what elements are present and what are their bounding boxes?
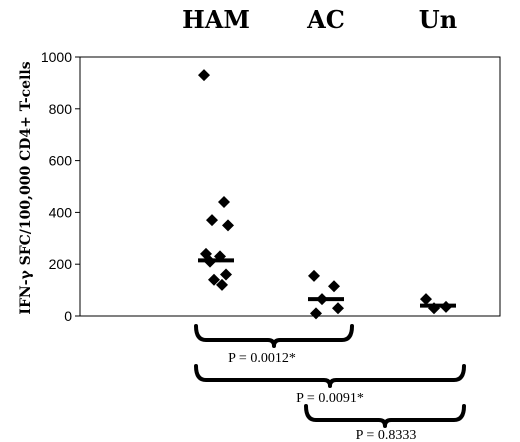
data-point-ham [216, 278, 228, 291]
category-label-un: Un [419, 5, 457, 34]
y-tick-label: 0 [64, 308, 72, 324]
y-tick-label: 800 [49, 101, 73, 117]
category-label-ac: AC [306, 5, 345, 34]
plot-area: 0 200 400 600 800 1000 HAM AC Un P = 0.0012* P = 0… [41, 5, 501, 442]
p-value-label: P = 0.8333 [356, 428, 417, 442]
data-point-ac [328, 280, 340, 293]
data-point-ac [308, 269, 320, 282]
plot-frame [79, 56, 501, 317]
p-value-label: P = 0.0091* [296, 391, 364, 406]
data-point-ham [220, 268, 232, 281]
data-point-ham [198, 69, 210, 82]
comparison-bracket [304, 404, 466, 428]
data-point-un [420, 293, 432, 306]
y-tick-label: 1000 [41, 49, 72, 65]
category-label-ham: HAM [182, 5, 250, 34]
y-tick-label: 600 [49, 153, 73, 169]
data-point-ham [208, 273, 220, 286]
y-axis-label: IFN-γ SFC/100,000 CD4+ T-cells [18, 61, 34, 314]
y-tick-label: 200 [49, 256, 73, 272]
data-point-ac [332, 302, 344, 315]
comparison-bracket [194, 324, 354, 348]
data-point-ham [222, 219, 234, 232]
data-point-ham [218, 196, 230, 209]
p-value-label: P = 0.0012* [228, 351, 296, 366]
data-point-ham [206, 214, 218, 227]
y-tick-label: 400 [49, 204, 73, 220]
data-point-ac [310, 307, 322, 320]
comparison-bracket [194, 364, 466, 388]
